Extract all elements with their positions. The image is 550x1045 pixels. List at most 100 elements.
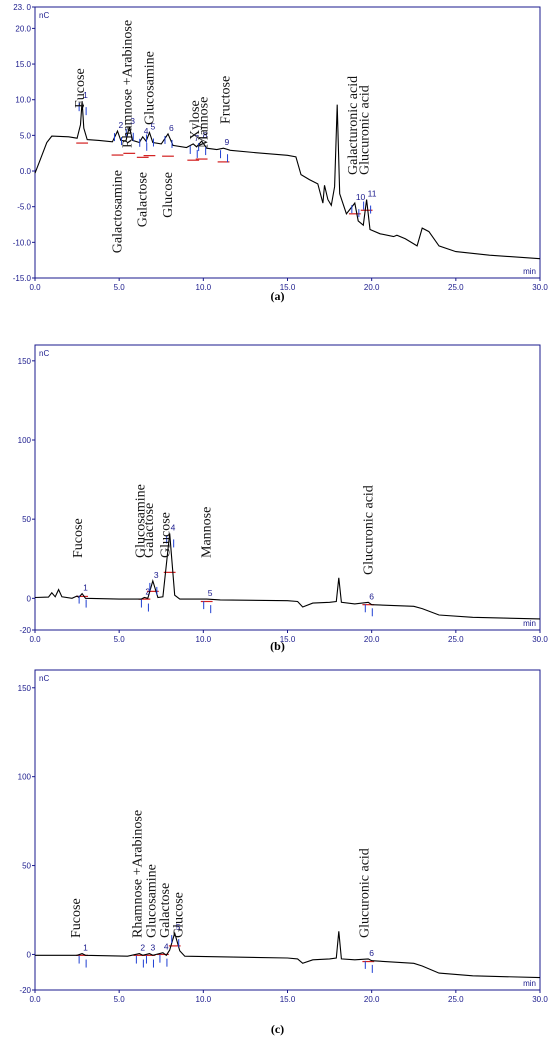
y-tick-label: 50 bbox=[22, 515, 31, 524]
x-tick-label: 10.0 bbox=[196, 635, 212, 644]
y-tick-label: 5.0 bbox=[20, 131, 32, 140]
chromatogram-trace bbox=[34, 101, 541, 260]
x-unit-label: min bbox=[523, 267, 536, 276]
peak-name-label: Fucose bbox=[71, 518, 86, 558]
peak-number: 6 bbox=[169, 123, 174, 133]
chromatogram-trace bbox=[35, 931, 541, 979]
x-tick-label: 5.0 bbox=[114, 995, 126, 1004]
peak-number: 7 bbox=[194, 133, 199, 143]
peak-number: 2 bbox=[140, 943, 145, 953]
panel-label: (c) bbox=[271, 1022, 284, 1036]
x-tick-label: 5.0 bbox=[114, 635, 126, 644]
peak-number: 6 bbox=[369, 591, 374, 601]
peak-name-label: Glucosamine bbox=[143, 51, 158, 125]
peak-number: 1 bbox=[83, 583, 88, 593]
peak-number: 3 bbox=[154, 570, 159, 580]
peak-number: 5 bbox=[176, 922, 181, 932]
y-tick-label: 10.0 bbox=[15, 96, 31, 105]
chromatogram-trace bbox=[34, 533, 541, 620]
y-tick-label: 50 bbox=[22, 862, 31, 871]
peak-number: 1 bbox=[83, 90, 88, 100]
x-tick-label: 15.0 bbox=[280, 283, 296, 292]
plot-frame bbox=[34, 669, 541, 991]
peak-name-label: Glucuronic acid bbox=[361, 485, 376, 575]
x-tick-label: 10.0 bbox=[196, 283, 212, 292]
x-tick-label: 20.0 bbox=[364, 635, 380, 644]
peak-name-label: Mannose bbox=[197, 97, 212, 148]
y-tick-label: 0.0 bbox=[20, 167, 32, 176]
peak-name-label: Rhamnose +Arabinose bbox=[130, 810, 145, 938]
peak-name-label: Galactose bbox=[142, 503, 157, 558]
x-tick-label: 0.0 bbox=[29, 635, 41, 644]
x-tick-label: 15.0 bbox=[280, 995, 296, 1004]
y-unit-label: nC bbox=[39, 674, 49, 683]
x-tick-label: 20.0 bbox=[364, 995, 380, 1004]
chart-panel-2: 150 100 50 0 -200.0 5.0 10.0 15.0 20.0 25.0 30.0 nC… bbox=[18, 344, 548, 653]
y-tick-label: 150 bbox=[18, 357, 32, 366]
x-tick-label: 15.0 bbox=[280, 635, 296, 644]
x-tick-label: 25.0 bbox=[448, 283, 464, 292]
x-tick-label: 30.0 bbox=[532, 635, 548, 644]
peak-name-label: Galactosamine bbox=[111, 170, 126, 253]
y-tick-label: 20.0 bbox=[15, 24, 31, 33]
peak-name-label: Glucuronic acid bbox=[357, 848, 372, 938]
peak-number: 8 bbox=[203, 130, 208, 140]
peak-number: 4 bbox=[171, 522, 176, 532]
y-tick-label: -5.0 bbox=[17, 203, 31, 212]
peak-number: 10 bbox=[356, 192, 366, 202]
x-tick-label: 25.0 bbox=[448, 635, 464, 644]
x-tick-label: 0.0 bbox=[29, 283, 41, 292]
x-unit-label: min bbox=[523, 619, 536, 628]
x-tick-label: 0.0 bbox=[29, 995, 41, 1004]
peak-number: 6 bbox=[369, 948, 374, 958]
peak-name-label: Fucose bbox=[73, 68, 88, 108]
peak-name-label: Glucosamine bbox=[133, 484, 148, 558]
x-tick-label: 25.0 bbox=[448, 995, 464, 1004]
x-unit-label: min bbox=[523, 979, 536, 988]
y-tick-label: 0 bbox=[27, 594, 32, 603]
chart-panel-1: 23. 020.015.010.05.00.0-5.0-10.0-15.00.0… bbox=[13, 3, 549, 303]
peak-number: 1 bbox=[83, 943, 88, 953]
peak-number: 3 bbox=[130, 116, 135, 126]
y-tick-label: -20 bbox=[19, 986, 31, 995]
peak-number: 9 bbox=[225, 137, 230, 147]
peak-name-label: Glucose bbox=[159, 512, 174, 558]
y-tick-label: 23. 0 bbox=[13, 3, 31, 12]
y-tick-label: 100 bbox=[18, 773, 32, 782]
y-tick-label: 150 bbox=[18, 684, 32, 693]
plot-frame bbox=[34, 344, 541, 631]
y-unit-label: nC bbox=[39, 349, 49, 358]
peak-number: 5 bbox=[208, 588, 213, 598]
x-tick-label: 30.0 bbox=[532, 283, 548, 292]
peak-number: 5 bbox=[150, 122, 155, 132]
y-tick-label: -20 bbox=[19, 626, 31, 635]
y-tick-label: -15.0 bbox=[13, 274, 32, 283]
peak-name-label: Glucuronic acid bbox=[358, 85, 373, 175]
peak-number: 3 bbox=[150, 943, 155, 953]
peak-name-label: Rhamnose +Arabinose bbox=[120, 20, 135, 148]
peak-name-label: Galactose bbox=[158, 883, 173, 938]
peak-name-label: Galactose bbox=[136, 172, 151, 227]
peak-name-label: Fucose bbox=[69, 898, 84, 938]
x-tick-label: 20.0 bbox=[364, 283, 380, 292]
x-tick-label: 5.0 bbox=[114, 283, 126, 292]
peak-name-label: Galacturonic acid bbox=[346, 76, 361, 175]
peak-name-label: Glucose bbox=[161, 172, 176, 218]
y-tick-label: 15.0 bbox=[15, 60, 31, 69]
y-unit-label: nC bbox=[39, 11, 49, 20]
peak-number: 2 bbox=[145, 587, 150, 597]
panel-label: (b) bbox=[270, 639, 285, 653]
x-tick-label: 30.0 bbox=[532, 995, 548, 1004]
panel-label: (a) bbox=[271, 289, 285, 303]
chart-panel-3: 150 100 50 0 -200.0 5.0 10.0 15.0 20.0 25.0 30.0 nC… bbox=[18, 669, 548, 1036]
peak-number: 4 bbox=[164, 942, 169, 952]
y-tick-label: 100 bbox=[18, 436, 32, 445]
peak-number: 11 bbox=[368, 189, 377, 199]
peak-name-label: Glucose bbox=[172, 892, 187, 938]
peak-name-label: Xylose bbox=[188, 100, 203, 140]
y-tick-label: -10.0 bbox=[13, 238, 32, 247]
y-tick-label: 0 bbox=[27, 950, 32, 959]
x-tick-label: 10.0 bbox=[196, 995, 212, 1004]
peak-number: 4 bbox=[144, 126, 149, 136]
